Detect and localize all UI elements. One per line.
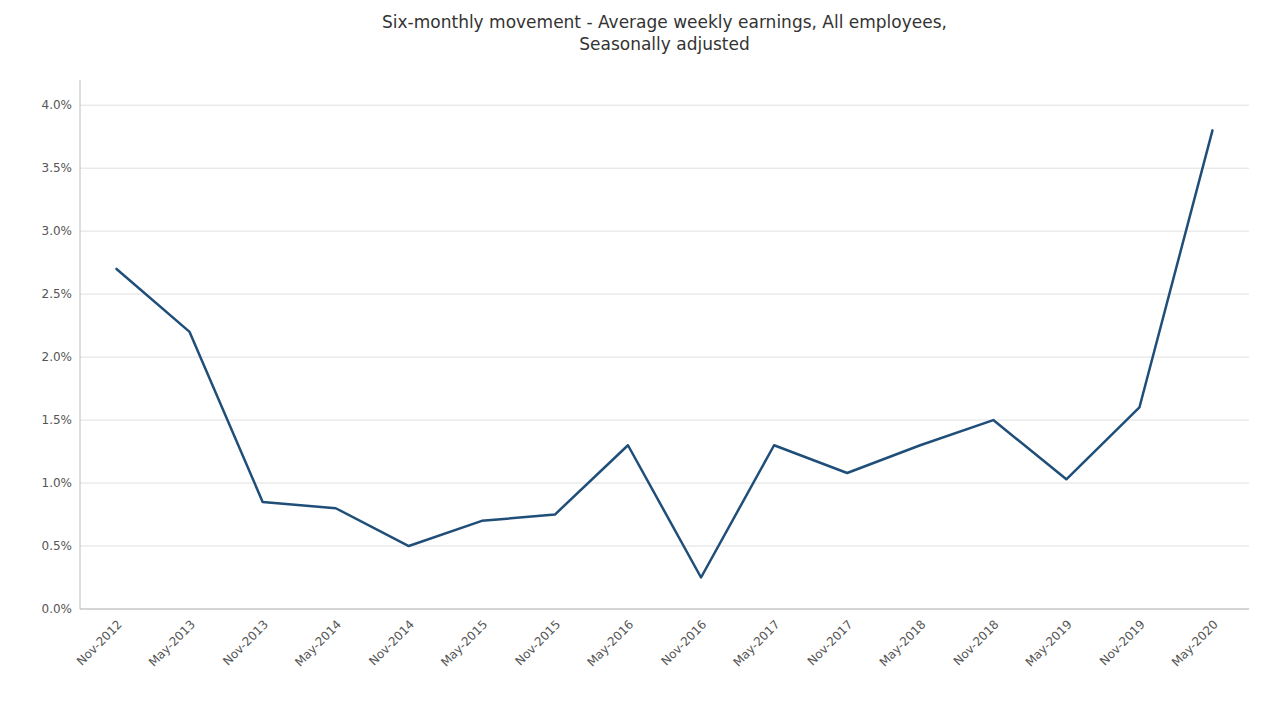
x-tick-label: Nov-2016 [658, 617, 709, 668]
x-tick-label: Nov-2014 [366, 617, 417, 668]
x-tick-label: May-2014 [292, 617, 344, 669]
plot-area [117, 130, 1213, 577]
grid-line [80, 609, 1249, 610]
chart-title-line: Seasonally adjusted [579, 34, 750, 54]
x-tick-label: May-2016 [584, 617, 636, 669]
x-tick-label: May-2015 [438, 617, 490, 669]
y-tick-label: 4.0% [42, 98, 73, 112]
chart-svg: 0.0% 0.5% 1.0% 1.5% 2.0% 2.5% 3.0% 3.5% 4.0% Nov-… [0, 0, 1279, 719]
y-tick-labels: 0.0% 0.5% 1.0% 1.5% 2.0% 2.5% 3.0% 3.5% 4.0% [42, 98, 73, 616]
grid-line [80, 105, 1249, 106]
x-tick-label: May-2017 [730, 617, 782, 669]
y-grid [80, 105, 1249, 609]
x-tick-label: May-2013 [146, 617, 198, 669]
grid-line [80, 357, 1249, 358]
chart-container: 0.0% 0.5% 1.0% 1.5% 2.0% 2.5% 3.0% 3.5% 4.0% Nov-… [0, 0, 1279, 719]
x-tick-label: Nov-2013 [220, 617, 271, 668]
x-tick-label: May-2018 [877, 617, 929, 669]
chart-title-line: Six-monthly movement - Average weekly ea… [382, 12, 947, 32]
y-tick-label: 2.0% [42, 350, 73, 364]
x-tick-label: May-2019 [1023, 617, 1075, 669]
chart-title: Six-monthly movement - Average weekly ea… [382, 12, 947, 54]
x-tick-label: May-2020 [1169, 617, 1221, 669]
grid-line [80, 420, 1249, 421]
y-tick-label: 3.0% [42, 224, 73, 238]
y-tick-label: 0.0% [42, 602, 73, 616]
grid-line [80, 168, 1249, 169]
y-tick-label: 3.5% [42, 161, 73, 175]
line-series [117, 130, 1213, 577]
y-tick-label: 2.5% [42, 287, 73, 301]
grid-line [80, 294, 1249, 295]
x-tick-label: Nov-2012 [74, 617, 125, 668]
x-tick-label: Nov-2019 [1097, 617, 1148, 668]
x-axis-line [80, 609, 1249, 610]
y-tick-label: 1.5% [42, 413, 73, 427]
y-tick-label: 1.0% [42, 476, 73, 490]
x-tick-label: Nov-2018 [951, 617, 1002, 668]
grid-line [80, 546, 1249, 547]
y-tick-label: 0.5% [42, 539, 73, 553]
y-axis-line [80, 80, 81, 609]
x-tick-label: Nov-2017 [805, 617, 856, 668]
x-tick-labels: Nov-2012 May-2013 Nov-2013 May-2014 Nov-2014… [74, 617, 1221, 669]
x-tick-label: Nov-2015 [512, 617, 563, 668]
grid-line [80, 231, 1249, 232]
